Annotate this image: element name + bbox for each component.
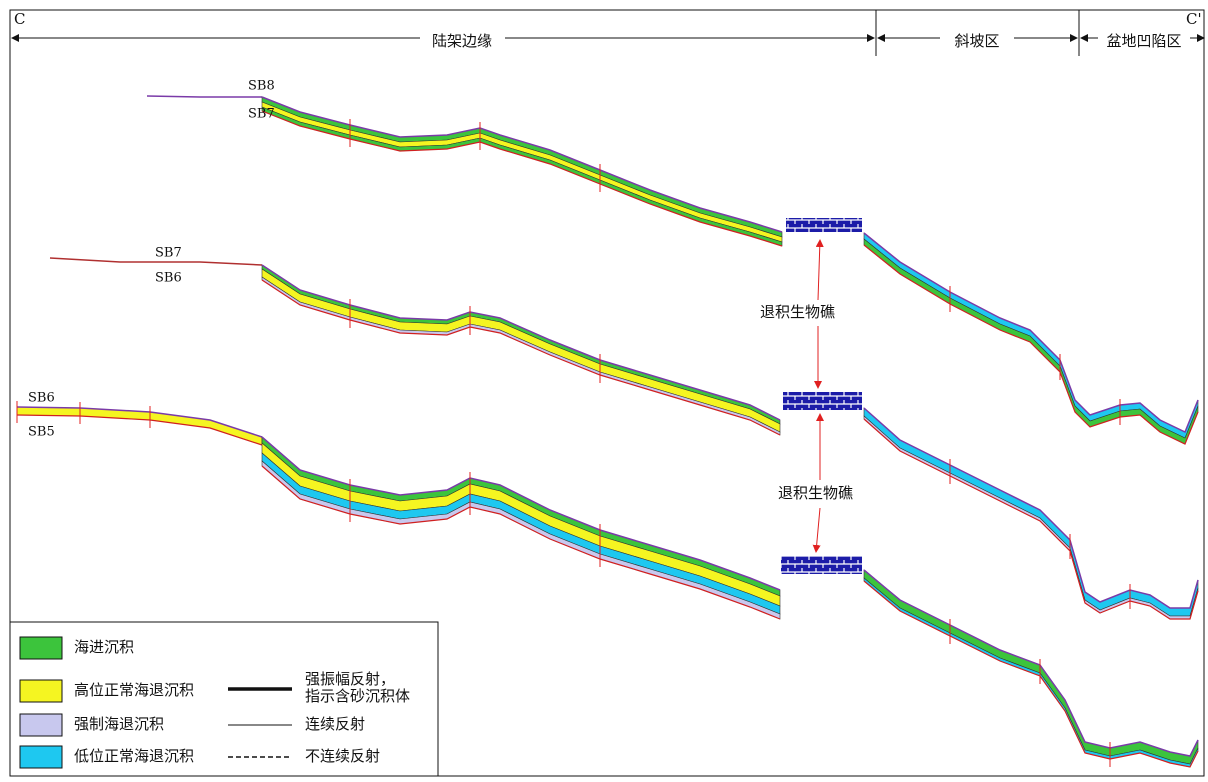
section-marker: C' (1186, 10, 1202, 28)
legend-label: 低位正常海退沉积 (74, 747, 194, 765)
legend: 海进沉积 高位正常海退沉积 强制海退沉积 低位正常海退沉积 强振幅反射， 指示含… (10, 622, 438, 776)
horizon-label: SB6 (155, 271, 182, 286)
cross-section: C C' 陆架边缘 斜坡区 盆地凹陷区 SB8 SB7 SB7 SB6 SB6 … (0, 0, 1208, 778)
legend-label: 指示含砂沉积体 (305, 687, 410, 705)
legend-label: 海进沉积 (74, 638, 134, 656)
legend-label: 高位正常海退沉积 (74, 681, 194, 699)
horizon (147, 96, 262, 97)
annotation: 退积生物礁 (778, 484, 853, 502)
legend-label: 强制海退沉积 (74, 715, 164, 733)
zone-label: 盆地凹陷区 (1106, 32, 1181, 50)
horizon-label: SB7 (248, 107, 275, 122)
pointer (818, 240, 820, 300)
facies-layer (864, 233, 1198, 438)
zone-label: 陆架边缘 (432, 32, 492, 50)
reef (781, 556, 862, 574)
section-marker: C (14, 10, 25, 28)
legend-label: 不连续反射 (305, 747, 380, 765)
reef (786, 218, 862, 232)
pointer (816, 508, 820, 552)
facies-layer (262, 277, 780, 435)
annotation: 退积生物礁 (760, 303, 835, 321)
horizon-label: SB7 (155, 246, 182, 261)
horizon-label: SB5 (28, 425, 55, 440)
legend-label: 强振幅反射， (305, 670, 395, 688)
facies-layer (262, 269, 780, 432)
facies-layer (864, 408, 1198, 616)
zone-label: 斜坡区 (954, 32, 999, 50)
page: C C' 陆架边缘 斜坡区 盆地凹陷区 SB8 SB7 SB7 SB6 SB6 … (0, 0, 1208, 782)
horizon-label: SB6 (28, 391, 55, 406)
legend-label: 连续反射 (305, 715, 365, 733)
horizon-label: SB8 (248, 79, 275, 94)
reef (783, 392, 862, 410)
